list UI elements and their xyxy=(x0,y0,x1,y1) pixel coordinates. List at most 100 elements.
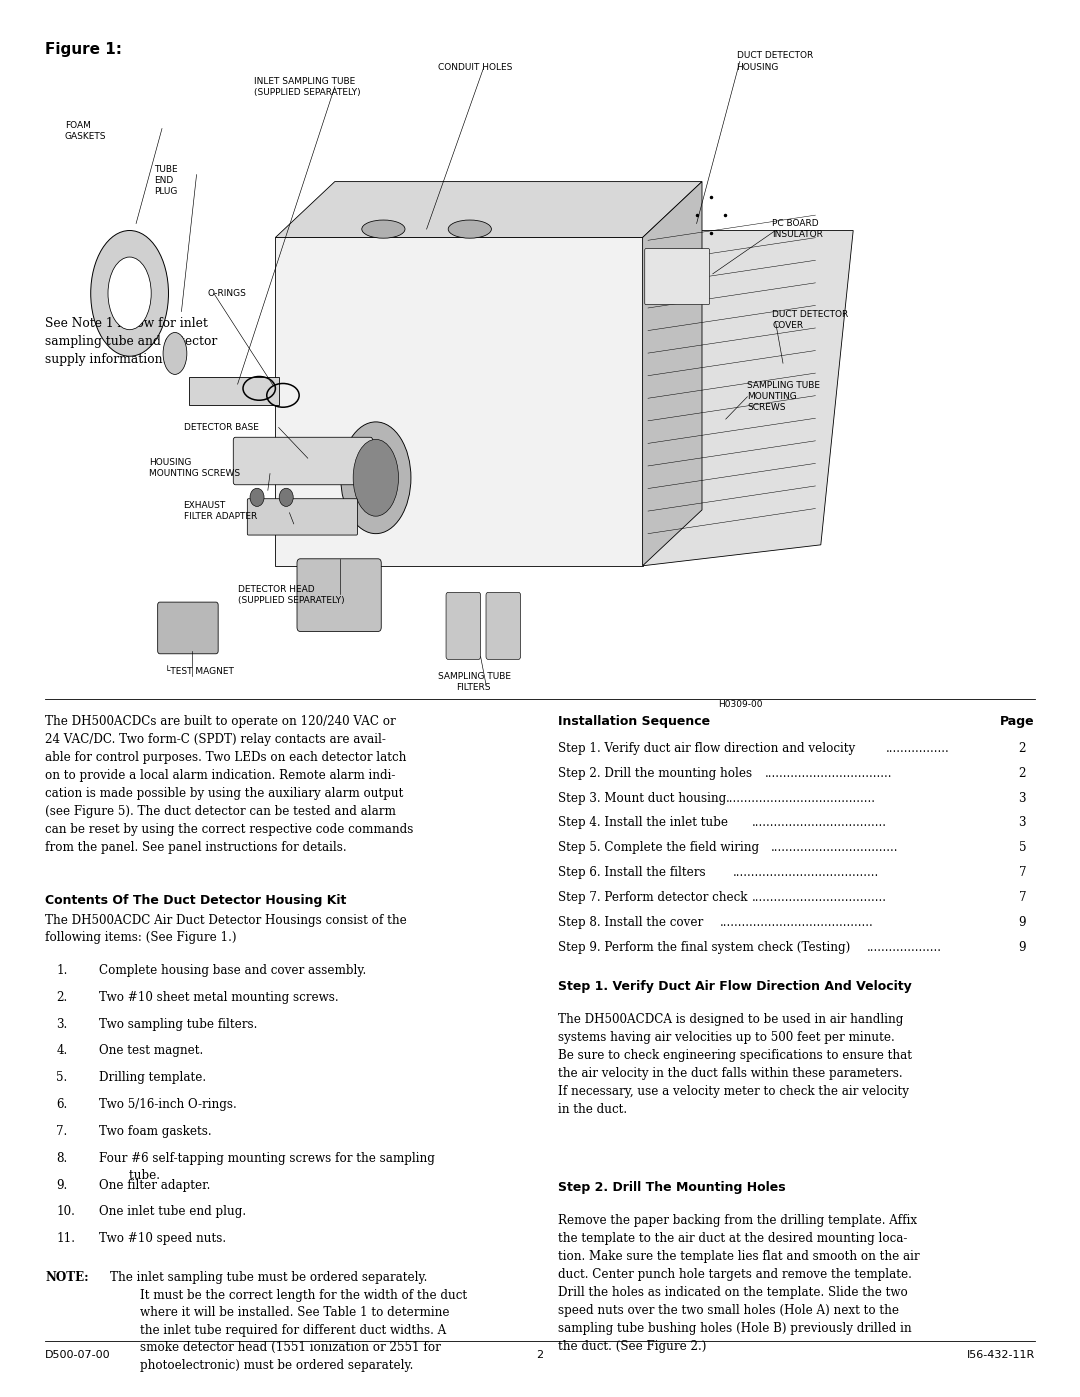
Text: Two #10 sheet metal mounting screws.: Two #10 sheet metal mounting screws. xyxy=(99,990,339,1004)
Text: Step 4. Install the inlet tube: Step 4. Install the inlet tube xyxy=(558,816,728,830)
Text: SAMPLING TUBE: SAMPLING TUBE xyxy=(747,381,821,390)
Text: The DH500ACDC Air Duct Detector Housings consist of the
following items: (See Fi: The DH500ACDC Air Duct Detector Housings… xyxy=(45,914,407,944)
Text: 2: 2 xyxy=(1018,742,1026,754)
Text: 7: 7 xyxy=(1018,866,1026,879)
Text: 2.: 2. xyxy=(56,990,67,1004)
Text: (SUPPLIED SEPARATELY): (SUPPLIED SEPARATELY) xyxy=(254,88,361,96)
FancyBboxPatch shape xyxy=(233,437,373,485)
Text: The DH500ACDCA is designed to be used in air handling
systems having air velocit: The DH500ACDCA is designed to be used in… xyxy=(558,1013,913,1116)
Text: Two #10 speed nuts.: Two #10 speed nuts. xyxy=(99,1232,227,1245)
Polygon shape xyxy=(643,182,702,566)
Text: Step 8. Install the cover: Step 8. Install the cover xyxy=(558,916,703,929)
Ellipse shape xyxy=(340,422,411,534)
Text: DETECTOR HEAD: DETECTOR HEAD xyxy=(238,585,314,594)
Text: Step 2. Drill The Mounting Holes: Step 2. Drill The Mounting Holes xyxy=(558,1180,786,1194)
Text: INLET SAMPLING TUBE: INLET SAMPLING TUBE xyxy=(254,77,355,85)
Text: One filter adapter.: One filter adapter. xyxy=(99,1179,211,1192)
Text: Two sampling tube filters.: Two sampling tube filters. xyxy=(99,1017,258,1031)
Text: END: END xyxy=(154,176,174,184)
FancyBboxPatch shape xyxy=(247,499,357,535)
Text: 3: 3 xyxy=(1018,816,1026,830)
Text: One inlet tube end plug.: One inlet tube end plug. xyxy=(99,1206,246,1218)
Text: O-RINGS: O-RINGS xyxy=(207,289,246,298)
Text: (SUPPLIED SEPARATELY): (SUPPLIED SEPARATELY) xyxy=(238,597,345,605)
Text: ..................................: .................................. xyxy=(771,841,899,855)
Text: 9: 9 xyxy=(1018,940,1026,954)
Text: ....................................: .................................... xyxy=(752,816,887,830)
Text: Figure 1:: Figure 1: xyxy=(45,42,122,57)
Text: SCREWS: SCREWS xyxy=(747,404,786,412)
Ellipse shape xyxy=(163,332,187,374)
Text: Installation Sequence: Installation Sequence xyxy=(558,715,711,728)
Text: Step 7. Perform detector check: Step 7. Perform detector check xyxy=(558,891,747,904)
Text: Step 1. Verify duct air flow direction and velocity: Step 1. Verify duct air flow direction a… xyxy=(558,742,855,754)
Text: Step 5. Complete the field wiring: Step 5. Complete the field wiring xyxy=(558,841,759,855)
Text: INSULATOR: INSULATOR xyxy=(772,231,823,239)
Text: 9.: 9. xyxy=(56,1179,67,1192)
Text: MOUNTING SCREWS: MOUNTING SCREWS xyxy=(149,469,240,478)
Text: 7.: 7. xyxy=(56,1125,67,1139)
Text: Remove the paper backing from the drilling template. Affix
the template to the a: Remove the paper backing from the drilli… xyxy=(558,1214,920,1354)
Text: 6.: 6. xyxy=(56,1098,67,1111)
Text: Step 2. Drill the mounting holes: Step 2. Drill the mounting holes xyxy=(558,767,753,780)
Text: ....................................: .................................... xyxy=(752,891,887,904)
Text: DUCT DETECTOR: DUCT DETECTOR xyxy=(772,310,849,319)
Text: DUCT DETECTOR: DUCT DETECTOR xyxy=(737,52,813,60)
Text: 3.: 3. xyxy=(56,1017,67,1031)
Text: 11.: 11. xyxy=(56,1232,76,1245)
Text: D500-07-00: D500-07-00 xyxy=(45,1350,111,1359)
Text: COVER: COVER xyxy=(772,321,804,330)
Text: TUBE: TUBE xyxy=(154,165,178,173)
Text: └TEST MAGNET: └TEST MAGNET xyxy=(165,668,234,676)
Text: 10.: 10. xyxy=(56,1206,75,1218)
Text: H0309-00: H0309-00 xyxy=(718,700,762,708)
FancyBboxPatch shape xyxy=(446,592,481,659)
Text: .........................................: ........................................… xyxy=(719,916,874,929)
Polygon shape xyxy=(275,237,643,566)
Ellipse shape xyxy=(448,219,491,237)
Text: HOUSING: HOUSING xyxy=(149,458,191,467)
Text: NOTE:: NOTE: xyxy=(45,1271,89,1284)
Text: CONDUIT HOLES: CONDUIT HOLES xyxy=(438,63,512,71)
Text: ........................................: ........................................ xyxy=(726,792,876,805)
Text: Step 1. Verify Duct Air Flow Direction And Velocity: Step 1. Verify Duct Air Flow Direction A… xyxy=(558,979,913,993)
Text: Step 9. Perform the final system check (Testing): Step 9. Perform the final system check (… xyxy=(558,940,851,954)
Text: 5: 5 xyxy=(1018,841,1026,855)
Text: 9: 9 xyxy=(1018,916,1026,929)
Text: PC BOARD: PC BOARD xyxy=(772,219,819,228)
Ellipse shape xyxy=(91,231,168,356)
Text: SAMPLING TUBE: SAMPLING TUBE xyxy=(438,672,512,680)
Text: 2: 2 xyxy=(1018,767,1026,780)
Polygon shape xyxy=(189,377,279,405)
Circle shape xyxy=(279,488,293,507)
FancyBboxPatch shape xyxy=(645,249,710,305)
Text: Four #6 self-tapping mounting screws for the sampling
        tube.: Four #6 self-tapping mounting screws for… xyxy=(99,1151,435,1182)
Text: See Note 1 below for inlet
sampling tube and detector
supply information.: See Note 1 below for inlet sampling tube… xyxy=(45,317,217,366)
Text: Step 3. Mount duct housing: Step 3. Mount duct housing xyxy=(558,792,727,805)
Text: 1.: 1. xyxy=(56,964,68,977)
Text: I56-432-11R: I56-432-11R xyxy=(967,1350,1035,1359)
Text: ....................: .................... xyxy=(866,940,942,954)
Ellipse shape xyxy=(353,439,399,517)
Ellipse shape xyxy=(108,257,151,330)
Text: GASKETS: GASKETS xyxy=(65,133,106,141)
Text: The DH500ACDCs are built to operate on 120/240 VAC or
24 VAC/DC. Two form-C (SPD: The DH500ACDCs are built to operate on 1… xyxy=(45,715,414,854)
Text: 7: 7 xyxy=(1018,891,1026,904)
FancyBboxPatch shape xyxy=(158,602,218,654)
Text: Step 6. Install the filters: Step 6. Install the filters xyxy=(558,866,706,879)
Bar xyxy=(45,56,1035,692)
Text: ..................................: .................................. xyxy=(765,767,892,780)
Text: Two foam gaskets.: Two foam gaskets. xyxy=(99,1125,212,1139)
Text: 2: 2 xyxy=(537,1350,543,1359)
Text: 4.: 4. xyxy=(56,1045,67,1058)
Ellipse shape xyxy=(362,219,405,237)
Text: 5.: 5. xyxy=(56,1071,67,1084)
Polygon shape xyxy=(275,182,702,237)
Text: FILTERS: FILTERS xyxy=(456,683,490,692)
Text: One test magnet.: One test magnet. xyxy=(99,1045,204,1058)
FancyBboxPatch shape xyxy=(297,559,381,631)
Text: EXHAUST: EXHAUST xyxy=(184,502,226,510)
FancyBboxPatch shape xyxy=(486,592,521,659)
Text: FILTER ADAPTER: FILTER ADAPTER xyxy=(184,513,257,521)
Text: .......................................: ....................................... xyxy=(732,866,879,879)
